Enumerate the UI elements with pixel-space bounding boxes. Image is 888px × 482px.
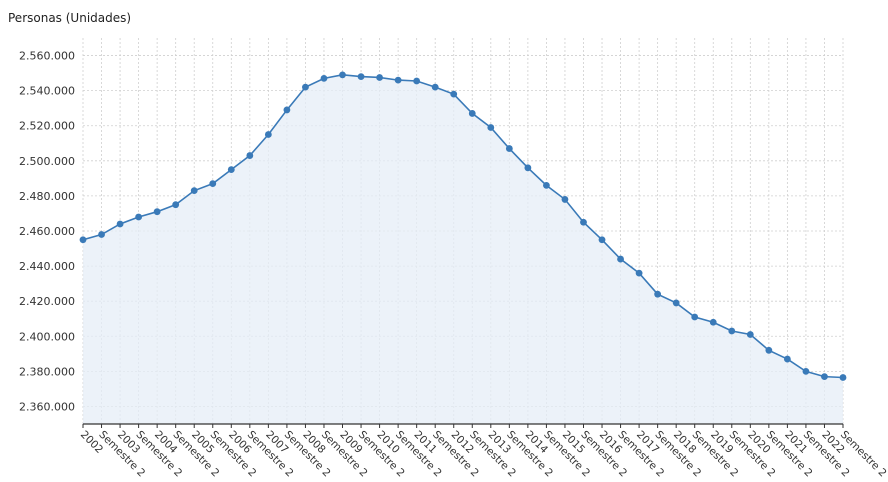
data-point	[98, 231, 105, 238]
y-tick-label: 2.540.000	[19, 85, 75, 98]
area-fill	[83, 74, 843, 424]
data-point	[728, 327, 736, 335]
data-point	[709, 318, 717, 326]
y-tick-label: 2.400.000	[19, 330, 75, 343]
data-point	[116, 220, 124, 228]
data-point	[357, 73, 365, 80]
data-point	[543, 181, 550, 189]
data-point	[450, 90, 458, 98]
y-tick-label: 2.380.000	[19, 365, 75, 378]
data-point	[339, 71, 346, 79]
data-point	[487, 124, 495, 131]
data-point	[598, 236, 606, 244]
y-tick-label: 2.500.000	[19, 155, 75, 168]
data-point	[431, 83, 439, 91]
data-point	[635, 269, 643, 277]
data-point	[413, 77, 421, 85]
data-point	[172, 201, 180, 209]
data-point	[283, 106, 291, 114]
y-tick-label: 2.560.000	[19, 50, 75, 63]
data-point	[691, 313, 699, 321]
data-point	[153, 208, 161, 216]
data-point	[505, 145, 513, 152]
data-point	[227, 166, 235, 173]
y-tick-label: 2.480.000	[19, 190, 75, 203]
data-point	[746, 331, 754, 338]
data-point	[839, 374, 847, 381]
y-axis-title: Personas (Unidades)	[8, 11, 132, 25]
data-point	[672, 299, 680, 307]
data-point	[79, 236, 87, 244]
y-tick-label: 2.420.000	[19, 295, 75, 308]
data-point	[468, 110, 476, 117]
y-tick-label: 2.440.000	[19, 260, 75, 273]
y-tick-label: 2.460.000	[19, 225, 75, 238]
data-point	[376, 74, 383, 81]
data-point	[209, 180, 217, 188]
data-point	[394, 76, 402, 84]
data-point	[783, 355, 791, 363]
data-point	[320, 74, 328, 82]
data-point	[190, 187, 198, 195]
y-tick-label: 2.360.000	[19, 400, 75, 413]
data-point	[246, 152, 254, 159]
data-point	[821, 373, 828, 381]
data-point	[617, 255, 624, 263]
data-point	[135, 213, 143, 221]
y-tick-label: 2.520.000	[19, 120, 75, 133]
data-point	[302, 83, 309, 91]
data-point	[580, 218, 587, 226]
data-point	[802, 367, 810, 375]
data-point	[561, 196, 569, 203]
data-point	[765, 346, 773, 354]
data-point	[264, 131, 272, 138]
data-point	[654, 290, 662, 298]
data-point	[524, 164, 532, 172]
